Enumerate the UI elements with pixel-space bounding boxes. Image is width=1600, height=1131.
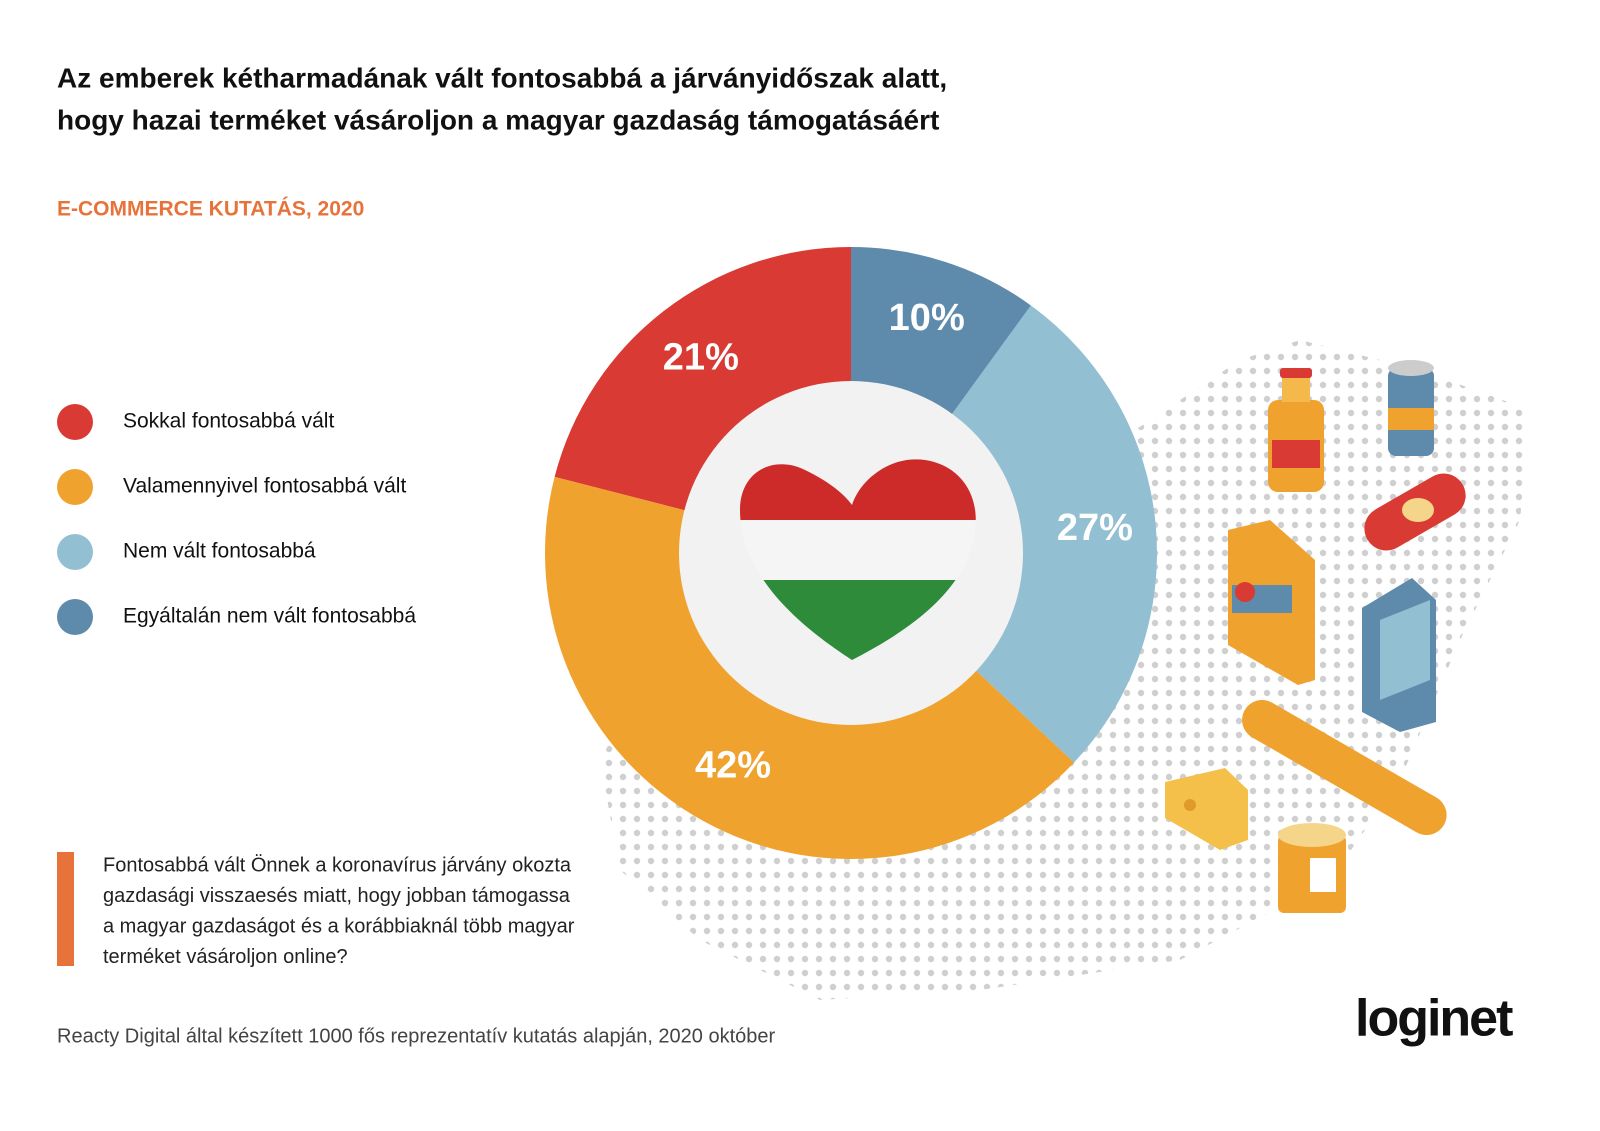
legend-label: Egyáltalán nem vált fontosabbá bbox=[123, 605, 416, 628]
title-line: Az emberek kétharmadának vált fontosabbá… bbox=[57, 62, 947, 93]
legend-label: Sokkal fontosabbá vált bbox=[123, 410, 334, 433]
data-label: 21% bbox=[663, 336, 739, 378]
title: Az emberek kétharmadának vált fontosabbá… bbox=[57, 62, 947, 135]
question: Fontosabbá vált Önnek a koronavírus járv… bbox=[103, 854, 575, 968]
data-label: 27% bbox=[1057, 507, 1133, 549]
legend-label: Nem vált fontosabbá bbox=[123, 540, 316, 563]
legend-swatch bbox=[57, 404, 93, 440]
legend-swatch bbox=[57, 534, 93, 570]
title-line: hogy hazai terméket vásároljon a magyar … bbox=[57, 104, 939, 135]
logo: loginet bbox=[1355, 990, 1513, 1048]
question-line: terméket vásároljon online? bbox=[103, 946, 348, 968]
data-label: 42% bbox=[695, 745, 771, 787]
legend-label: Valamennyivel fontosabbá vált bbox=[123, 475, 406, 498]
food-icons bbox=[1165, 360, 1466, 913]
donut: 21% 42% 27% 10% bbox=[545, 247, 1158, 859]
donut-segment bbox=[851, 247, 1031, 416]
legend-swatch bbox=[57, 599, 93, 635]
question-line: a magyar gazdaságot és a korábbiaknál tö… bbox=[103, 915, 575, 937]
question-bar bbox=[57, 852, 74, 966]
donut-segment bbox=[554, 247, 851, 511]
subtitle: E-COMMERCE KUTATÁS, 2020 bbox=[57, 198, 364, 221]
legend: Sokkal fontosabbá vált Valamennyivel font… bbox=[57, 404, 416, 635]
question-line: Fontosabbá vált Önnek a koronavírus járv… bbox=[103, 854, 572, 876]
source: Reacty Digital által készített 1000 fős … bbox=[57, 1025, 776, 1047]
legend-swatch bbox=[57, 469, 93, 505]
question-line: gazdasági visszaesés miatt, hogy jobban … bbox=[103, 885, 571, 907]
data-label: 10% bbox=[889, 297, 965, 339]
donut-segment bbox=[545, 476, 1075, 859]
donut-segment bbox=[950, 305, 1158, 763]
